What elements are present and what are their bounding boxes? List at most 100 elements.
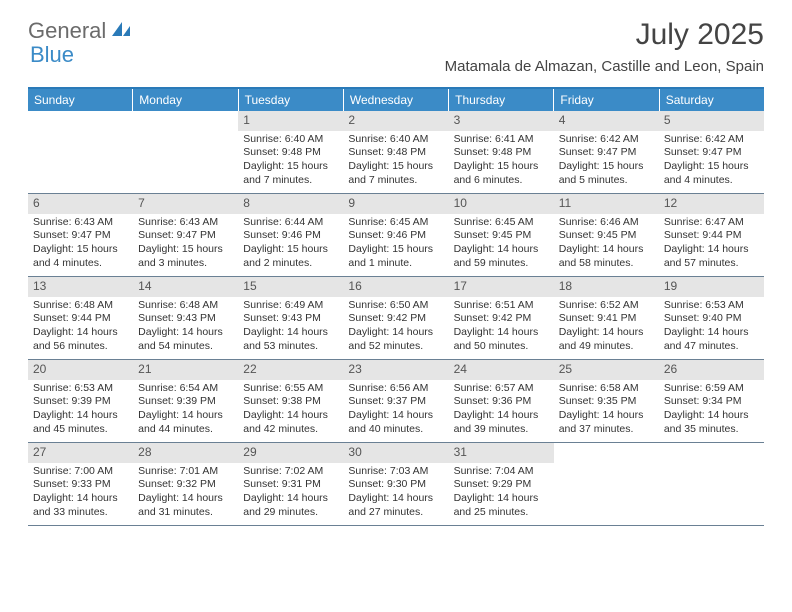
sunrise-text: Sunrise: 6:42 AM (559, 133, 654, 147)
daylight-text: Daylight: 15 hours and 7 minutes. (348, 160, 443, 187)
week-row: 6Sunrise: 6:43 AMSunset: 9:47 PMDaylight… (28, 194, 764, 277)
sunset-text: Sunset: 9:45 PM (454, 229, 549, 243)
day-cell: 25Sunrise: 6:58 AMSunset: 9:35 PMDayligh… (554, 360, 659, 442)
day-content: Sunrise: 7:02 AMSunset: 9:31 PMDaylight:… (238, 463, 343, 524)
day-cell: 1Sunrise: 6:40 AMSunset: 9:48 PMDaylight… (238, 111, 343, 193)
sunset-text: Sunset: 9:37 PM (348, 395, 443, 409)
day-cell: 9Sunrise: 6:45 AMSunset: 9:46 PMDaylight… (343, 194, 448, 276)
day-cell: 11Sunrise: 6:46 AMSunset: 9:45 PMDayligh… (554, 194, 659, 276)
sunset-text: Sunset: 9:47 PM (138, 229, 233, 243)
brand-part2: Blue (30, 42, 74, 67)
sunrise-text: Sunrise: 6:59 AM (664, 382, 759, 396)
daylight-text: Daylight: 14 hours and 59 minutes. (454, 243, 549, 270)
day-content: Sunrise: 7:04 AMSunset: 9:29 PMDaylight:… (449, 463, 554, 524)
day-cell: 6Sunrise: 6:43 AMSunset: 9:47 PMDaylight… (28, 194, 133, 276)
daylight-text: Daylight: 14 hours and 54 minutes. (138, 326, 233, 353)
sunrise-text: Sunrise: 6:45 AM (454, 216, 549, 230)
day-cell: 3Sunrise: 6:41 AMSunset: 9:48 PMDaylight… (449, 111, 554, 193)
sunset-text: Sunset: 9:48 PM (348, 146, 443, 160)
day-number: 9 (343, 194, 448, 214)
sunrise-text: Sunrise: 6:44 AM (243, 216, 338, 230)
sunset-text: Sunset: 9:46 PM (243, 229, 338, 243)
day-number: 28 (133, 443, 238, 463)
daylight-text: Daylight: 14 hours and 45 minutes. (33, 409, 128, 436)
sunrise-text: Sunrise: 6:58 AM (559, 382, 654, 396)
sunset-text: Sunset: 9:40 PM (664, 312, 759, 326)
day-cell: 10 Sunrise: 6:45 AMSunset: 9:45 PMDayligh… (449, 194, 554, 276)
weekday-header: Thursday (449, 89, 554, 111)
day-cell: 18Sunrise: 6:52 AMSunset: 9:41 PMDayligh… (554, 277, 659, 359)
day-content: Sunrise: 6:45 AMSunset: 9:46 PMDaylight:… (343, 214, 448, 275)
day-number: 1 (238, 111, 343, 131)
sunset-text: Sunset: 9:32 PM (138, 478, 233, 492)
sunrise-text: Sunrise: 6:50 AM (348, 299, 443, 313)
week-row: 20Sunrise: 6:53 AMSunset: 9:39 PMDayligh… (28, 360, 764, 443)
day-content: Sunrise: 6:59 AMSunset: 9:34 PMDaylight:… (659, 380, 764, 441)
sunset-text: Sunset: 9:45 PM (559, 229, 654, 243)
sunrise-text: Sunrise: 7:02 AM (243, 465, 338, 479)
day-number: 17 (449, 277, 554, 297)
day-number: 7 (133, 194, 238, 214)
week-row: 13Sunrise: 6:48 AMSunset: 9:44 PMDayligh… (28, 277, 764, 360)
sunrise-text: Sunrise: 6:49 AM (243, 299, 338, 313)
daylight-text: Daylight: 14 hours and 56 minutes. (33, 326, 128, 353)
day-content: Sunrise: 6:55 AMSunset: 9:38 PMDaylight:… (238, 380, 343, 441)
day-cell: 23Sunrise: 6:56 AMSunset: 9:37 PMDayligh… (343, 360, 448, 442)
day-content: Sunrise: 7:00 AMSunset: 9:33 PMDaylight:… (28, 463, 133, 524)
daylight-text: Daylight: 14 hours and 29 minutes. (243, 492, 338, 519)
sunset-text: Sunset: 9:39 PM (138, 395, 233, 409)
daylight-text: Daylight: 14 hours and 37 minutes. (559, 409, 654, 436)
day-cell: 27Sunrise: 7:00 AMSunset: 9:33 PMDayligh… (28, 443, 133, 525)
day-number: 23 (343, 360, 448, 380)
day-number: 25 (554, 360, 659, 380)
day-number: 31 (449, 443, 554, 463)
day-number: 10 (449, 194, 554, 214)
day-cell: 7Sunrise: 6:43 AMSunset: 9:47 PMDaylight… (133, 194, 238, 276)
day-content: Sunrise: 6:43 AMSunset: 9:47 PMDaylight:… (133, 214, 238, 275)
day-cell: 8Sunrise: 6:44 AMSunset: 9:46 PMDaylight… (238, 194, 343, 276)
day-cell: 20Sunrise: 6:53 AMSunset: 9:39 PMDayligh… (28, 360, 133, 442)
sunrise-text: Sunrise: 6:52 AM (559, 299, 654, 313)
sunset-text: Sunset: 9:42 PM (454, 312, 549, 326)
day-cell: 19Sunrise: 6:53 AMSunset: 9:40 PMDayligh… (659, 277, 764, 359)
day-content: Sunrise: 6:53 AMSunset: 9:40 PMDaylight:… (659, 297, 764, 358)
header: General July 2025 Matamala de Almazan, C… (0, 0, 792, 79)
sunset-text: Sunset: 9:38 PM (243, 395, 338, 409)
day-number: 27 (28, 443, 133, 463)
daylight-text: Daylight: 15 hours and 2 minutes. (243, 243, 338, 270)
day-content: Sunrise: 6:40 AMSunset: 9:48 PMDaylight:… (238, 131, 343, 192)
sunset-text: Sunset: 9:30 PM (348, 478, 443, 492)
sunrise-text: Sunrise: 7:00 AM (33, 465, 128, 479)
sunset-text: Sunset: 9:43 PM (243, 312, 338, 326)
day-number: 12 (659, 194, 764, 214)
day-number: 16 (343, 277, 448, 297)
day-number: 3 (449, 111, 554, 131)
daylight-text: Daylight: 14 hours and 33 minutes. (33, 492, 128, 519)
day-cell: . (659, 443, 764, 525)
day-cell: . (133, 111, 238, 193)
daylight-text: Daylight: 14 hours and 35 minutes. (664, 409, 759, 436)
brand-part2-wrap: Blue (30, 42, 74, 68)
day-cell: 17Sunrise: 6:51 AMSunset: 9:42 PMDayligh… (449, 277, 554, 359)
weekday-header: Wednesday (344, 89, 449, 111)
day-number: 13 (28, 277, 133, 297)
day-content: Sunrise: 6:52 AMSunset: 9:41 PMDaylight:… (554, 297, 659, 358)
day-cell: 14Sunrise: 6:48 AMSunset: 9:43 PMDayligh… (133, 277, 238, 359)
day-cell: 16Sunrise: 6:50 AMSunset: 9:42 PMDayligh… (343, 277, 448, 359)
sunset-text: Sunset: 9:44 PM (33, 312, 128, 326)
sunrise-text: Sunrise: 6:53 AM (664, 299, 759, 313)
day-content: Sunrise: 6:42 AMSunset: 9:47 PMDaylight:… (554, 131, 659, 192)
day-content: Sunrise: 6:41 AMSunset: 9:48 PMDaylight:… (449, 131, 554, 192)
sunset-text: Sunset: 9:46 PM (348, 229, 443, 243)
day-cell: 26Sunrise: 6:59 AMSunset: 9:34 PMDayligh… (659, 360, 764, 442)
day-cell: 28Sunrise: 7:01 AMSunset: 9:32 PMDayligh… (133, 443, 238, 525)
sunrise-text: Sunrise: 6:40 AM (348, 133, 443, 147)
sunrise-text: Sunrise: 6:43 AM (33, 216, 128, 230)
location-label: Matamala de Almazan, Castille and Leon, … (445, 58, 764, 75)
weekday-header: Friday (554, 89, 659, 111)
daylight-text: Daylight: 14 hours and 47 minutes. (664, 326, 759, 353)
day-cell: . (554, 443, 659, 525)
sunset-text: Sunset: 9:36 PM (454, 395, 549, 409)
sunset-text: Sunset: 9:48 PM (454, 146, 549, 160)
day-cell: 12Sunrise: 6:47 AMSunset: 9:44 PMDayligh… (659, 194, 764, 276)
